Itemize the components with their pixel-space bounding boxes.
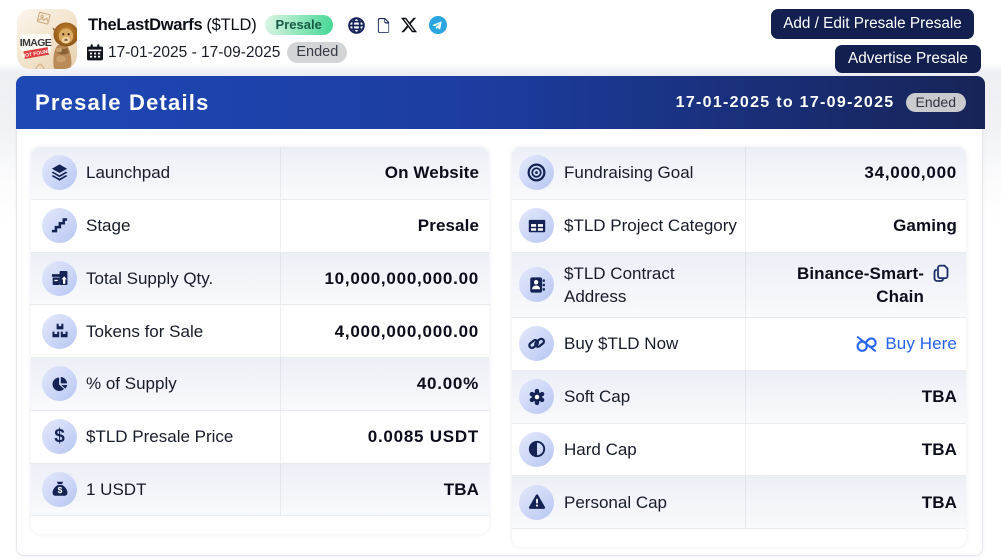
svg-text:$: $: [57, 486, 62, 496]
svg-text:IMAGE: IMAGE: [20, 37, 52, 49]
svg-text:NOT FOUND: NOT FOUND: [21, 48, 52, 59]
